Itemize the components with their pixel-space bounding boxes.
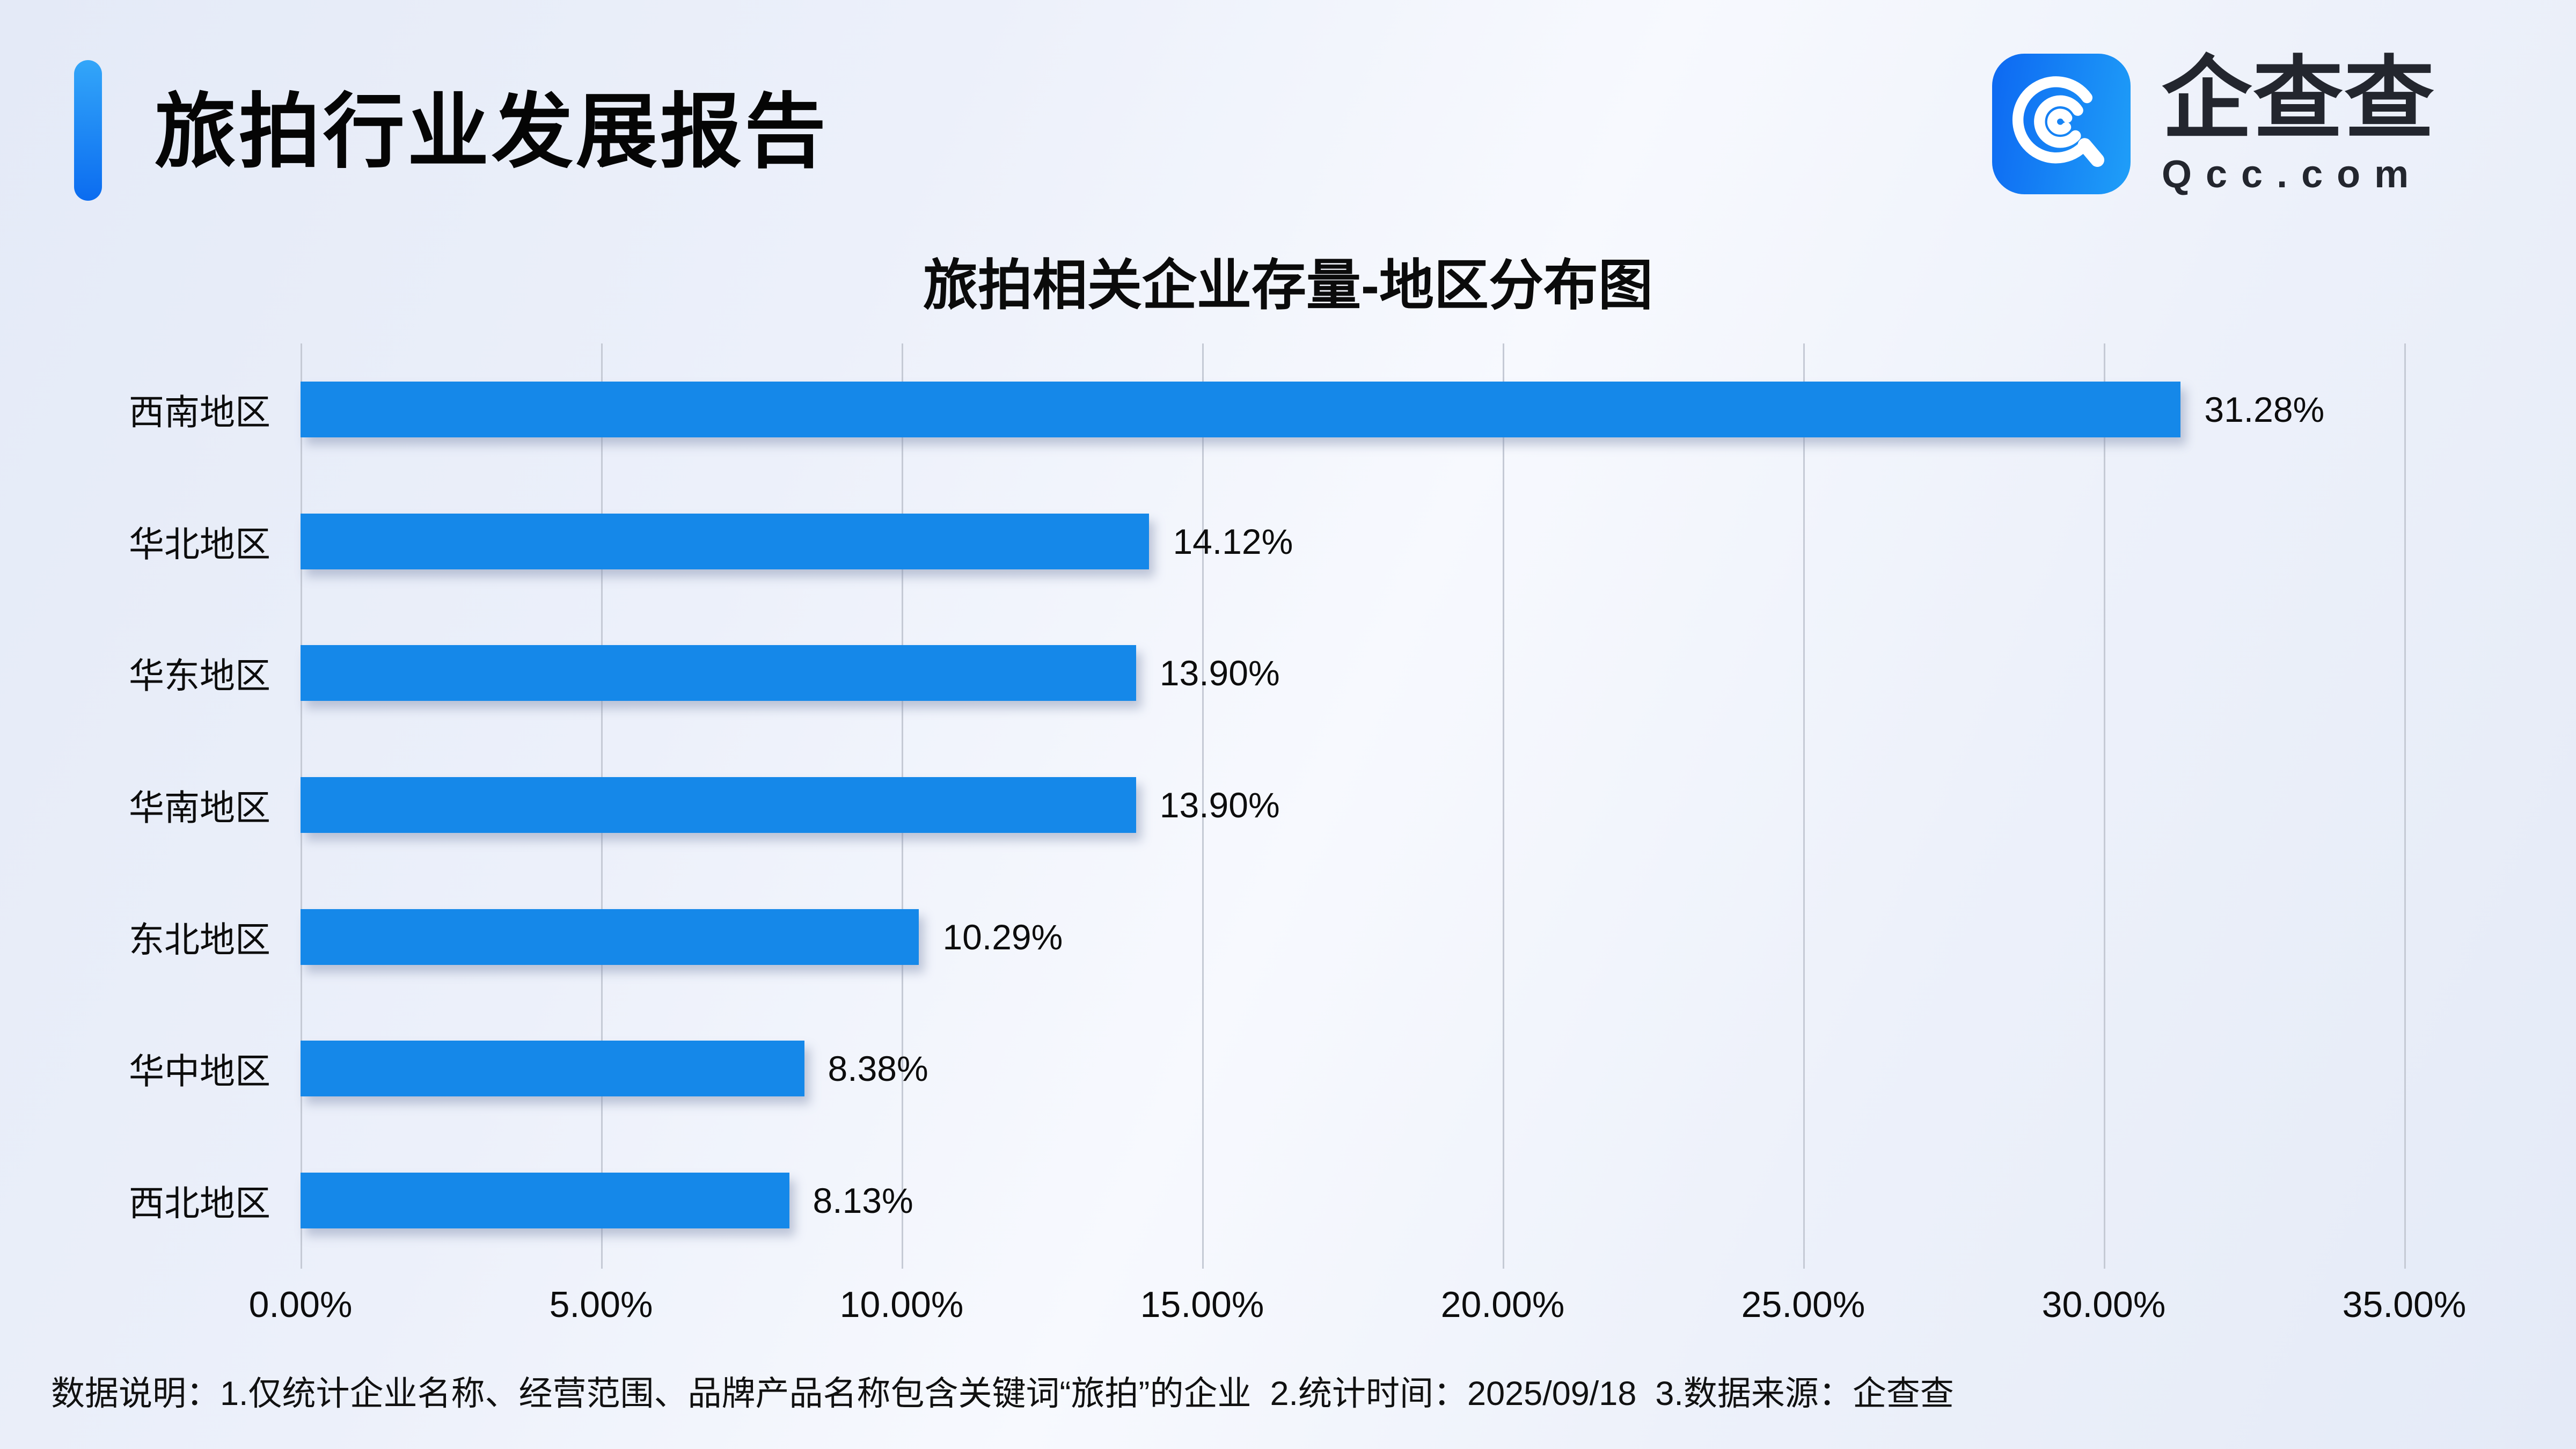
qcc-logo-icon — [1992, 54, 2131, 194]
category-label: 东北地区 — [129, 919, 270, 960]
grid-line — [2404, 343, 2406, 1269]
bar-row: 华中地区 8.38% — [129, 1003, 2404, 1135]
grid-line — [1503, 343, 1504, 1269]
value-label: 13.90% — [1159, 785, 1280, 825]
bar — [301, 1173, 789, 1229]
x-axis-tick-label: 25.00% — [1741, 1284, 1865, 1325]
value-label: 13.90% — [1159, 653, 1280, 693]
plot-area: 西南地区 31.28% 华北地区 14.12% 华东地区 13.90% 华南地区 13.90%… — [129, 343, 2406, 1269]
x-axis-tick-label: 0.00% — [248, 1284, 353, 1325]
magnifier-q-icon — [2012, 76, 2104, 167]
bar — [301, 777, 1136, 833]
value-label: 8.13% — [813, 1181, 913, 1221]
qcc-logo: 企查查 Qcc.com — [1992, 54, 2435, 196]
logo-brand-text: 企查查 — [2162, 48, 2435, 149]
bar-row: 华东地区 13.90% — [129, 607, 2404, 739]
bar-row: 西南地区 31.28% — [129, 343, 2404, 475]
category-label: 西北地区 — [129, 1183, 270, 1224]
bar — [301, 381, 2181, 437]
category-label: 西南地区 — [129, 392, 270, 432]
x-axis-tick-label: 15.00% — [1140, 1284, 1264, 1325]
value-label: 10.29% — [942, 917, 1063, 957]
value-label: 14.12% — [1173, 521, 1293, 561]
category-label: 华中地区 — [129, 1051, 270, 1092]
category-label: 华北地区 — [129, 524, 270, 564]
chart-title: 旅拍相关企业存量-地区分布图 — [923, 255, 1653, 316]
x-axis-tick-label: 20.00% — [1440, 1284, 1565, 1325]
bar-row: 华南地区 13.90% — [129, 739, 2404, 871]
category-label: 华南地区 — [129, 787, 270, 828]
grid-line — [1202, 343, 1204, 1269]
data-note: 数据说明：1.仅统计企业名称、经营范围、品牌产品名称包含关键词“旅拍”的企业 2… — [51, 1375, 1954, 1413]
x-axis-tick-label: 5.00% — [549, 1284, 653, 1325]
x-axis: 0.00% 5.00% 10.00% 15.00% 20.00% 25.00% 30.00%… — [249, 1284, 2467, 1332]
value-label: 31.28% — [2204, 389, 2325, 429]
value-label: 8.38% — [828, 1049, 928, 1089]
grid-line — [2104, 343, 2105, 1269]
grid-line — [1803, 343, 1805, 1269]
bar — [301, 645, 1136, 701]
x-axis-tick-label: 35.00% — [2342, 1284, 2467, 1325]
bar — [301, 513, 1150, 569]
title-accent-bar — [74, 60, 102, 201]
bar — [301, 909, 919, 965]
logo-domain-text: Qcc.com — [2162, 153, 2423, 196]
bar — [301, 1041, 804, 1097]
bar-row: 华北地区 14.12% — [129, 475, 2404, 608]
x-axis-tick-label: 10.00% — [839, 1284, 964, 1325]
report-title: 旅拍行业发展报告 — [155, 86, 829, 178]
bar-row: 东北地区 10.29% — [129, 871, 2404, 1003]
x-axis-tick-label: 30.00% — [2041, 1284, 2166, 1325]
logo-text-block: 企查查 Qcc.com — [2162, 54, 2435, 196]
category-label: 华东地区 — [129, 656, 270, 696]
bar-row: 西北地区 8.13% — [129, 1135, 2404, 1267]
